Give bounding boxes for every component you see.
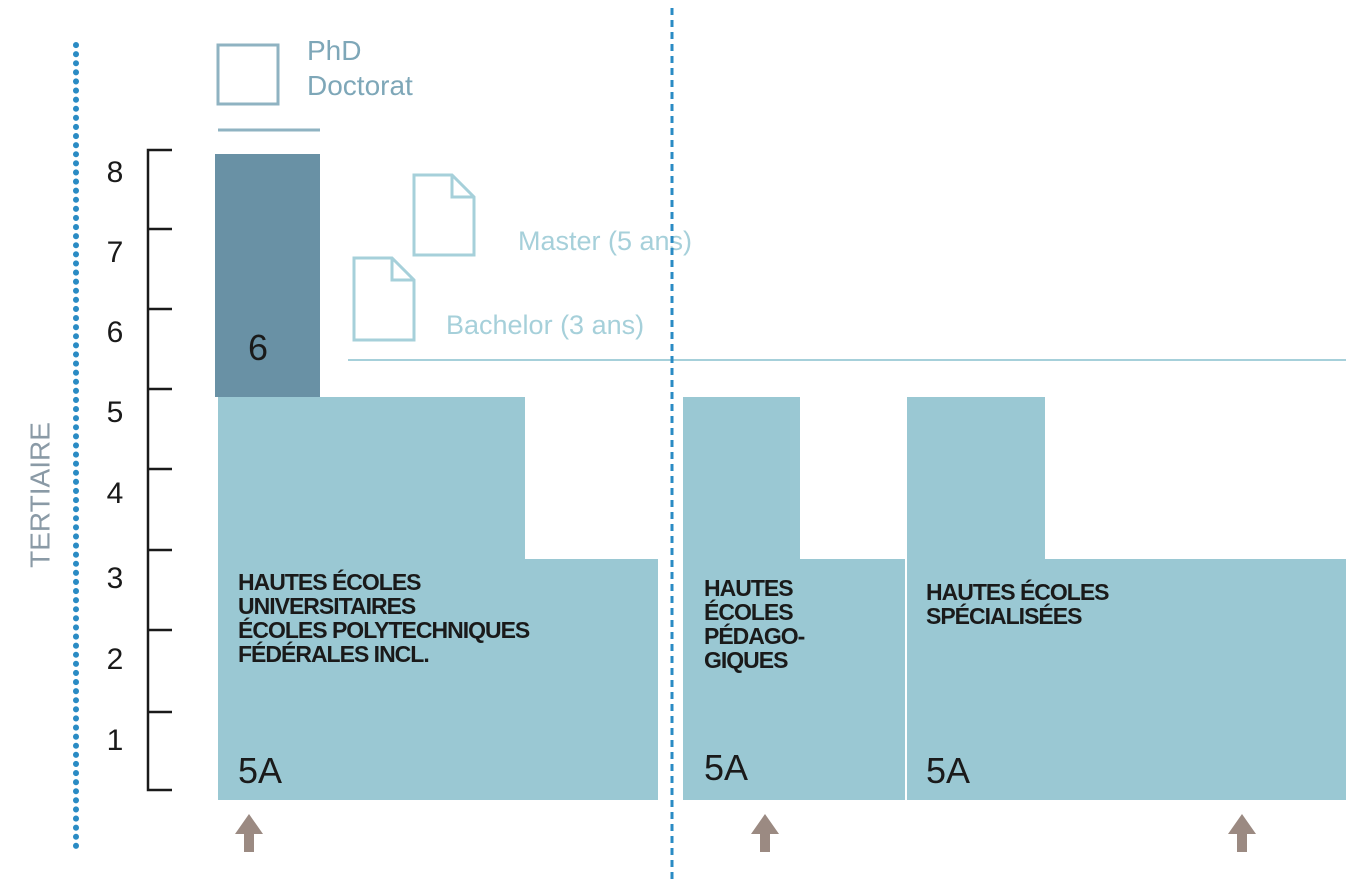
scale-number: 1 [107, 724, 124, 757]
scale-number: 3 [107, 562, 124, 595]
phd-title: PhD [307, 35, 361, 66]
scale-number: 6 [107, 316, 124, 349]
scale-numbers: 8 7 6 5 4 3 2 1 [107, 156, 124, 757]
institution-line: FÉDÉRALES INCL. [238, 640, 429, 667]
institution-line: HAUTES [704, 575, 793, 601]
university-block [218, 397, 658, 800]
institution-line: HAUTES ÉCOLES [238, 568, 421, 595]
phd-icon [216, 43, 280, 106]
scale-number: 8 [107, 156, 124, 189]
institution-line: GIQUES [704, 647, 788, 673]
institution-line: ÉCOLES [704, 598, 793, 625]
bachelor-icon [352, 256, 416, 342]
scale-number: 4 [107, 477, 124, 510]
master-icon [412, 173, 476, 257]
institution-line: PÉDAGO- [704, 622, 805, 649]
institution-level: 5A [238, 750, 282, 791]
arrows [235, 814, 1256, 852]
institution-level: 5A [704, 747, 748, 788]
scale-number: 2 [107, 643, 124, 676]
phd-subtitle: Doctorat [307, 70, 413, 101]
scale-number: 5 [107, 396, 124, 429]
institution-line: SPÉCIALISÉES [926, 602, 1082, 629]
doctorate-block [215, 154, 320, 397]
institution-level: 5A [926, 750, 970, 791]
master-label: Master (5 ans) [518, 226, 692, 256]
scale-bracket [146, 148, 172, 792]
institution-line: ÉCOLES POLYTECHNIQUES [238, 616, 530, 643]
institution-line: UNIVERSITAIRES [238, 593, 416, 619]
sidebar-label: TERTIAIRE [24, 422, 55, 568]
applied-block [907, 397, 1346, 800]
scale-number: 7 [107, 236, 124, 269]
bachelor-label: Bachelor (3 ans) [446, 310, 644, 340]
institution-line: HAUTES ÉCOLES [926, 578, 1109, 605]
doctorate-level: 6 [248, 327, 268, 368]
pedagogy-block [683, 397, 905, 800]
